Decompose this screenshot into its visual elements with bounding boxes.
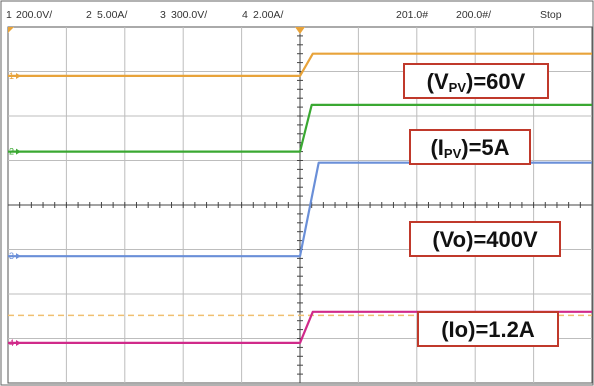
channel-4-number: 4 (242, 9, 248, 21)
annotation-box-4 (417, 311, 559, 347)
annotation-box-3 (409, 221, 561, 257)
annotation-label-4: (Io)=1.2A (441, 317, 535, 342)
annotation-prefix: (V (427, 69, 449, 94)
annotation-subscript: PV (444, 146, 462, 161)
annotation-box-1 (403, 63, 549, 99)
run-state: Stop (540, 9, 562, 21)
annotation-label-2: (IPV)=5A (430, 135, 509, 161)
annotation-prefix: (I (430, 135, 443, 160)
annotation-label-1: (VPV)=60V (427, 69, 526, 95)
channel-3-number: 3 (160, 9, 166, 21)
channel-2-number: 2 (86, 9, 92, 21)
channel-3-scale: 300.0V/ (171, 9, 207, 21)
annotation-subscript: PV (449, 80, 467, 95)
channel-markers: 1 2 3 4 (9, 71, 21, 348)
channel-1-level-marker: 1 (9, 71, 14, 81)
channel-4-level-marker: 4 (9, 338, 14, 348)
status-bar: 1 200.0V/ 2 5.00A/ 3 300.0V/ 4 2.00A/ 20… (6, 9, 562, 21)
trace-channel-2 (8, 103, 592, 153)
annotation-suffix: )=60V (466, 69, 526, 94)
trace-channel-1 (8, 52, 592, 78)
channel-1-number: 1 (6, 9, 12, 21)
channel-4-level-arrow (16, 339, 21, 346)
channel-1-level-arrow (16, 72, 21, 79)
annotation-box-2 (409, 129, 531, 165)
annotation-label-3: (Vo)=400V (432, 227, 538, 252)
channel-3-level-marker: 3 (9, 251, 14, 261)
channel-1-scale: 200.0V/ (16, 9, 52, 21)
corner-marker (8, 27, 14, 33)
channel-3-level-arrow (16, 253, 21, 260)
time-position: 201.0# (396, 9, 428, 21)
trigger-position-marker (295, 27, 305, 34)
channel-2-scale: 5.00A/ (97, 9, 127, 21)
annotations: (VPV)=60V(IPV)=5A(Vo)=400V(Io)=1.2A (403, 63, 561, 347)
channel-2-level-arrow (16, 148, 21, 155)
annotation-suffix: )=5A (461, 135, 509, 160)
channel-2-level-marker: 2 (9, 147, 14, 157)
channel-4-scale: 2.00A/ (253, 9, 283, 21)
time-scale: 200.0#/ (456, 9, 491, 21)
annotation-prefix: (Vo)=400V (432, 227, 538, 252)
annotation-prefix: (Io)=1.2A (441, 317, 535, 342)
